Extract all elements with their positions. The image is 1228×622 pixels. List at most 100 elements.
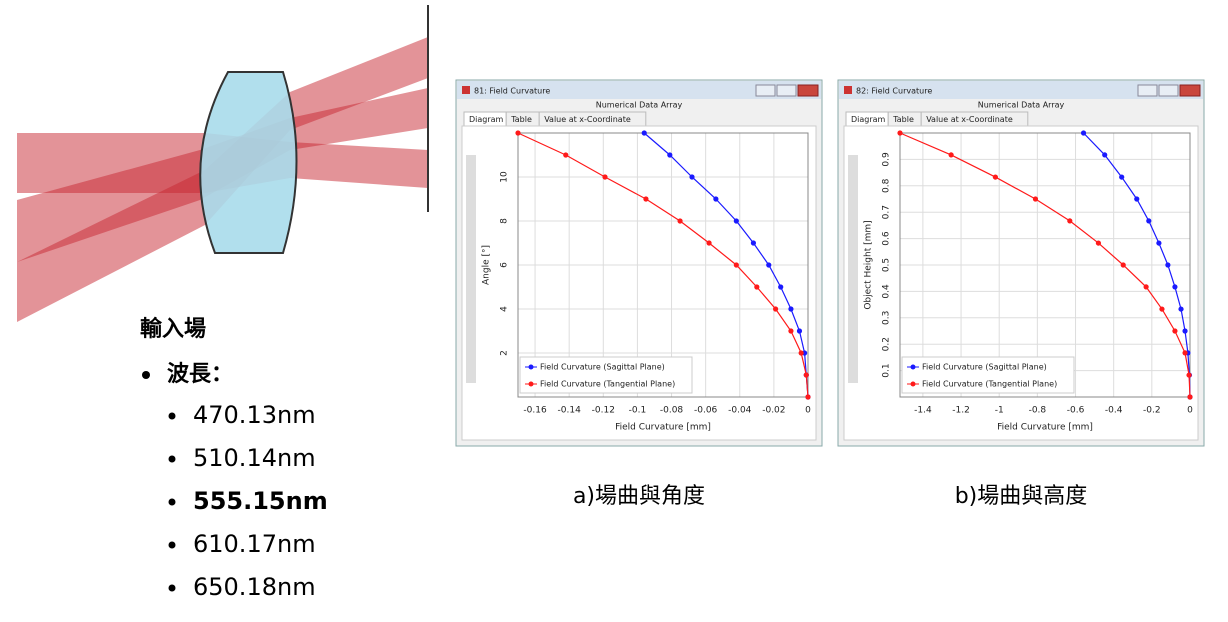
scrollbar — [466, 155, 476, 383]
x-tick-label: -0.2 — [1143, 406, 1161, 416]
data-point — [643, 196, 649, 202]
window-button[interactable] — [776, 84, 797, 97]
legend-marker — [910, 381, 916, 387]
data-point — [706, 240, 712, 246]
window-title: 82: Field Curvature — [856, 87, 932, 96]
data-point — [1067, 218, 1073, 224]
data-point — [733, 218, 739, 224]
scrollbar — [848, 155, 858, 383]
data-point — [1102, 152, 1108, 158]
x-tick-label: -0.4 — [1105, 406, 1123, 416]
data-point — [1187, 394, 1193, 400]
lens-diagram — [17, 5, 429, 322]
y-tick-label: 2 — [500, 350, 510, 356]
y-tick-label: 4 — [500, 306, 510, 312]
data-point — [1143, 284, 1149, 290]
data-point — [1146, 218, 1152, 224]
title-bar — [839, 81, 1203, 99]
y-tick-label: 0.4 — [882, 284, 892, 299]
bullet — [168, 584, 176, 592]
data-point — [788, 328, 794, 334]
data-point — [1156, 240, 1162, 246]
data-point — [1120, 262, 1126, 268]
window-button[interactable] — [755, 84, 776, 97]
title-bar — [457, 81, 821, 99]
data-point — [1134, 196, 1140, 202]
data-point — [641, 130, 647, 136]
data-point — [1182, 328, 1188, 334]
bullet — [168, 412, 176, 420]
lens — [199, 71, 298, 254]
data-point — [1165, 262, 1171, 268]
x-tick-label: -0.04 — [728, 406, 752, 416]
data-point — [897, 130, 903, 136]
caption: a)場曲與角度 — [573, 484, 705, 509]
x-tick-label: -1.4 — [914, 406, 932, 416]
y-tick-label: 0.2 — [882, 337, 892, 351]
window-title: 81: Field Curvature — [474, 87, 550, 96]
data-point — [803, 372, 809, 378]
data-point — [1172, 328, 1178, 334]
data-point — [750, 240, 757, 246]
data-point — [515, 130, 521, 136]
plot-frame — [899, 132, 1191, 398]
x-tick-label: -0.16 — [523, 406, 547, 416]
tab-label: Diagram — [469, 115, 504, 124]
y-tick-label: 0.5 — [882, 258, 892, 272]
x-tick-label: -0.06 — [694, 406, 718, 416]
legend-label: Field Curvature (Tangential Plane) — [540, 380, 675, 389]
x-tick-label: -0.08 — [660, 406, 684, 416]
tab-label: Value at x-Coordinate — [926, 115, 1013, 124]
data-point — [1032, 196, 1039, 202]
y-tick-label: 0.7 — [882, 205, 892, 219]
x-tick-label: -1.2 — [952, 406, 970, 416]
x-tick-label: -0.14 — [558, 406, 582, 416]
data-point — [1119, 174, 1125, 180]
data-point — [713, 196, 719, 202]
close-button[interactable] — [1179, 84, 1201, 97]
legend — [519, 356, 693, 394]
x-axis-label: Field Curvature [mm] — [997, 423, 1093, 433]
x-tick-label: -0.1 — [629, 406, 647, 416]
tab-label: Table — [510, 115, 532, 124]
y-tick-label: 10 — [500, 171, 510, 183]
legend — [901, 356, 1075, 394]
data-point — [689, 174, 695, 180]
window-button[interactable] — [1137, 84, 1158, 97]
tab-label: Diagram — [851, 115, 886, 124]
wavelength: 555.15nm — [193, 487, 328, 515]
data-point — [788, 306, 794, 312]
x-tick-label: -0.12 — [592, 406, 615, 416]
data-point — [948, 152, 954, 158]
app-icon — [462, 86, 470, 94]
wavelength: 610.17nm — [193, 530, 316, 558]
data-point — [798, 350, 804, 356]
legend-marker — [528, 381, 534, 387]
data-point — [1159, 306, 1165, 312]
x-tick-label: -0.02 — [762, 406, 785, 416]
window-button[interactable] — [1158, 84, 1179, 97]
data-point — [563, 152, 569, 158]
wavelength: 510.14nm — [193, 444, 316, 472]
bullet-text: 波長： — [167, 362, 233, 387]
x-tick-label: -0.6 — [1067, 406, 1085, 416]
data-point — [677, 218, 683, 224]
panel-title: Numerical Data Array — [596, 101, 683, 110]
wavelength: 470.13nm — [193, 401, 316, 429]
y-tick-label: 6 — [500, 262, 510, 268]
close-button[interactable] — [797, 84, 819, 97]
x-axis-label: Field Curvature [mm] — [615, 423, 711, 433]
data-point — [1080, 130, 1087, 136]
app-icon — [844, 86, 852, 94]
heading: 輸入場 — [140, 316, 206, 342]
legend-label: Field Curvature (Sagittal Plane) — [540, 363, 665, 372]
data-point — [1186, 372, 1192, 378]
x-tick-label: 0 — [1187, 406, 1193, 416]
tab-label: Value at x-Coordinate — [544, 115, 631, 124]
data-point — [772, 306, 779, 312]
data-point — [667, 152, 673, 158]
bullet — [168, 498, 176, 506]
x-tick-label: -0.8 — [1029, 406, 1047, 416]
y-tick-label: 0.8 — [882, 178, 892, 193]
